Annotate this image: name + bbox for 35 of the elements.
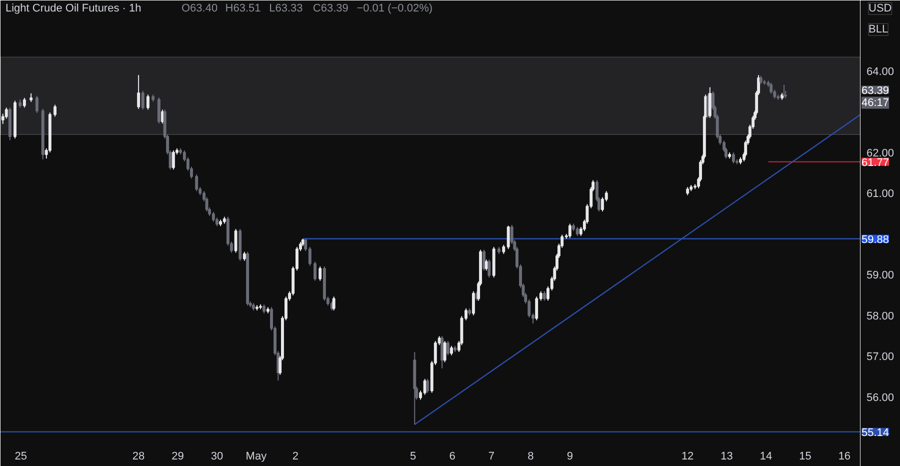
y-tick-label: 59.00	[866, 270, 894, 282]
x-tick-label: 14	[760, 450, 772, 462]
data-label: 59.88	[862, 234, 890, 246]
chart-title: Light Crude Oil Futures · 1h	[6, 2, 142, 14]
ref-line-label: 55.14	[862, 426, 890, 439]
x-tick-label: 7	[488, 450, 495, 462]
y-tick-label: 57.00	[866, 351, 894, 364]
x-tick-label: 9	[566, 450, 573, 462]
x-tick-label: 5	[410, 450, 416, 462]
x-tick-label: May	[246, 450, 268, 462]
x-tick-label: 28	[132, 450, 145, 462]
text: USD	[868, 2, 892, 14]
x-tick-label: 13	[720, 450, 733, 462]
x-tick-label: 16	[838, 450, 851, 462]
y-tick-label: 58.00	[866, 310, 894, 322]
x-tick-label: 15	[799, 450, 812, 462]
x-tick-label: 25	[14, 450, 28, 462]
y-tick-label: 61.00	[866, 188, 894, 200]
y-tick-label: 64.00	[866, 66, 894, 78]
x-tick-label: 6	[449, 450, 456, 462]
x-tick-label: 2	[292, 450, 298, 462]
y-tick-label: 56.00	[866, 392, 894, 404]
annotation: −0.01 (−0.02%)	[356, 2, 433, 14]
text: 63.39	[862, 84, 890, 97]
y-tick-label: 62.00	[866, 147, 894, 160]
x-tick-label: 29	[172, 450, 184, 462]
annotation: C63.39	[312, 2, 348, 14]
x-tick-label: 12	[681, 450, 694, 462]
annotation: L63.33	[269, 2, 303, 14]
annotation: O63.40	[182, 2, 218, 14]
x-tick-label: 8	[528, 450, 534, 462]
annotation: H63.51	[225, 2, 261, 14]
x-tick-label: 30	[210, 450, 224, 462]
text: 46:17	[862, 96, 890, 109]
text: BLL	[868, 24, 888, 36]
